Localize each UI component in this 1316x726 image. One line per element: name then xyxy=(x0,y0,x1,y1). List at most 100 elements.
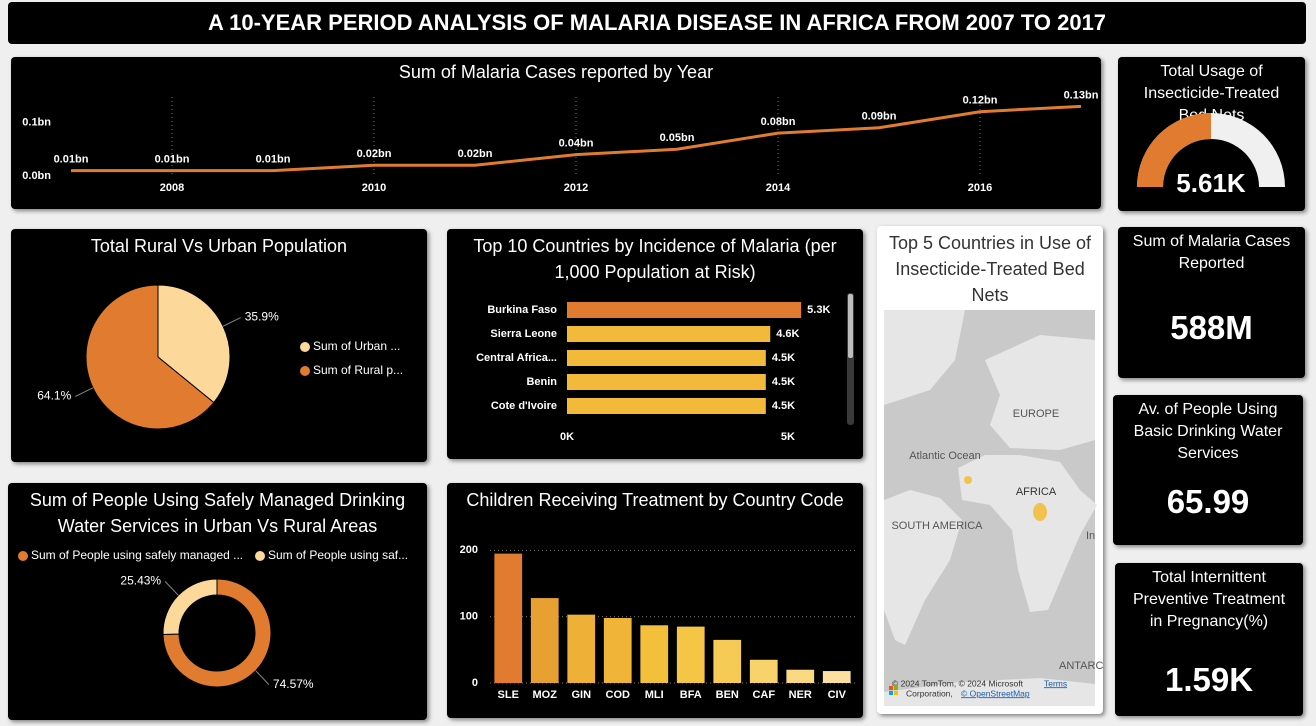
data-label: 4.6K xyxy=(776,328,799,340)
bar xyxy=(786,669,815,683)
line xyxy=(71,104,1082,173)
legend-label: Sum of Urban ... xyxy=(313,339,400,353)
map[interactable]: EUROPE Atlantic Ocean AFRICA SOUTH AMERI… xyxy=(877,226,1103,714)
y-tick-label: 200 xyxy=(460,544,478,556)
data-label: 4.5K xyxy=(772,376,795,388)
x-tick-label: BFA xyxy=(680,689,702,701)
kpi-card: Total Internittent Preventive Treatment … xyxy=(1115,563,1303,716)
bar-chart: Burkina Faso 5.3K Sierra Leone 4.6K Central … xyxy=(476,293,854,443)
bar xyxy=(749,659,778,683)
x-tick-label: 2008 xyxy=(160,182,184,194)
leader-line xyxy=(255,670,270,685)
slice xyxy=(162,578,272,688)
card-value: 65.99 xyxy=(1166,483,1250,520)
legend-label: Sum of People using safely managed ... xyxy=(31,548,243,562)
y-tick-label: Cote d'Ivoire xyxy=(491,400,557,412)
land xyxy=(958,455,1097,612)
chart-title: Top 10 Countries by Incidence of Malaria… xyxy=(473,236,837,282)
kpi-card: Total Usage of Insecticide-Treated Bed N… xyxy=(1118,57,1305,211)
map-link[interactable]: Terms xyxy=(1044,678,1067,688)
legend-marker xyxy=(18,551,28,561)
kpi-card: Av. of People Using Basic Drinking Water… xyxy=(1113,395,1303,545)
data-label: 5.3K xyxy=(807,304,830,316)
card-title: Total Internittent Preventive Treatment … xyxy=(1132,569,1286,630)
x-tick-label: BEN xyxy=(716,689,739,701)
y-tick-label: Burkina Faso xyxy=(487,304,557,316)
bar xyxy=(713,639,742,683)
y-tick-label: Sierra Leone xyxy=(490,328,557,340)
bar xyxy=(567,614,596,683)
data-label: 64.1% xyxy=(37,389,71,403)
line-chart: 0.0bn 0.1bn 2008 2010 2012 2014 2016 0.01bn 0.01… xyxy=(22,89,1099,194)
logo xyxy=(889,686,893,690)
bar xyxy=(603,617,632,683)
data-label: 0.08bn xyxy=(761,116,796,128)
map-highlight[interactable] xyxy=(964,476,972,484)
map-label: EUROPE xyxy=(1013,408,1059,420)
data-label: 0.09bn xyxy=(862,111,897,123)
bar-panel: Top 10 Countries by Incidence of Malaria… xyxy=(447,229,863,459)
map-highlight[interactable] xyxy=(1033,503,1047,521)
bar xyxy=(567,302,802,318)
card-title: Sum of Malaria Cases Reported xyxy=(1132,233,1291,272)
x-tick-label: NER xyxy=(789,689,812,701)
map-panel: Top 5 Countries in Use of Insecticide-Tr… xyxy=(877,226,1103,714)
x-tick-label: 2014 xyxy=(766,182,791,194)
land xyxy=(884,490,962,645)
data-label: 0.04bn xyxy=(559,137,594,149)
y-tick-label: 100 xyxy=(460,611,478,623)
y-tick-label: Central Africa... xyxy=(476,352,557,364)
logo xyxy=(894,691,898,695)
data-label: 0.02bn xyxy=(458,148,493,160)
gauge-value xyxy=(1137,113,1211,187)
data-label: 0.12bn xyxy=(963,95,998,107)
leader-line xyxy=(75,387,94,397)
x-tick-label: 2010 xyxy=(362,182,386,194)
data-label: 0.01bn xyxy=(155,154,190,166)
x-tick-label: COD xyxy=(606,689,631,701)
data-label: 0.01bn xyxy=(256,154,291,166)
kpi-card: Sum of Malaria Cases Reported 588M xyxy=(1118,227,1305,378)
bar xyxy=(676,626,705,683)
logo xyxy=(889,691,893,695)
map-label: Atlantic Ocean xyxy=(909,450,981,462)
bar xyxy=(567,398,766,414)
donut-panel: Sum of People Using Safely Managed Drink… xyxy=(8,483,427,720)
slice xyxy=(157,284,231,404)
data-label: 25.43% xyxy=(120,574,161,588)
logo xyxy=(894,686,898,690)
legend-label: Sum of People using saf... xyxy=(268,548,408,562)
land xyxy=(985,335,1095,450)
column-panel: Children Receiving Treatment by Country … xyxy=(447,483,863,718)
x-tick-label: MOZ xyxy=(533,689,558,701)
land xyxy=(884,678,1095,706)
bar xyxy=(494,553,523,683)
map-label: SOUTH AMERICA xyxy=(891,520,983,532)
slice xyxy=(162,578,218,635)
bar xyxy=(567,326,771,342)
chart-title: Sum of Malaria Cases reported by Year xyxy=(398,62,714,82)
bar xyxy=(567,374,766,390)
map-label: AFRICA xyxy=(1016,486,1057,498)
data-label: 0.13bn xyxy=(1064,89,1099,101)
data-label: 0.01bn xyxy=(54,154,89,166)
map-link[interactable]: © OpenStreetMap xyxy=(961,688,1030,698)
line-panel: Sum of Malaria Cases reported by Year 0.… xyxy=(11,57,1101,209)
bar xyxy=(567,350,766,366)
y-tick-label: 0 xyxy=(472,677,478,689)
x-tick-label: CIV xyxy=(828,689,847,701)
map-title: Top 5 Countries in Use of Insecticide-Tr… xyxy=(888,233,1092,305)
donut-chart: 74.57% Sum of People using safely managed… xyxy=(18,548,408,691)
data-label: 4.5K xyxy=(772,400,795,412)
chart-title: Sum of People Using Safely Managed Drink… xyxy=(29,490,406,536)
leader-line xyxy=(222,317,241,327)
data-label: 0.05bn xyxy=(660,132,695,144)
map-attribution: Corporation, xyxy=(906,688,953,698)
x-tick-label: 0K xyxy=(560,431,574,443)
card-title: Av. of People Using Basic Drinking Water… xyxy=(1133,401,1283,462)
map-attribution: © 2024 TomTom, © 2024 Microsoft xyxy=(892,678,1024,688)
y-tick-label: 0.1bn xyxy=(22,116,51,128)
data-label: 35.9% xyxy=(245,310,279,324)
scrollbar-thumb[interactable] xyxy=(848,294,853,358)
